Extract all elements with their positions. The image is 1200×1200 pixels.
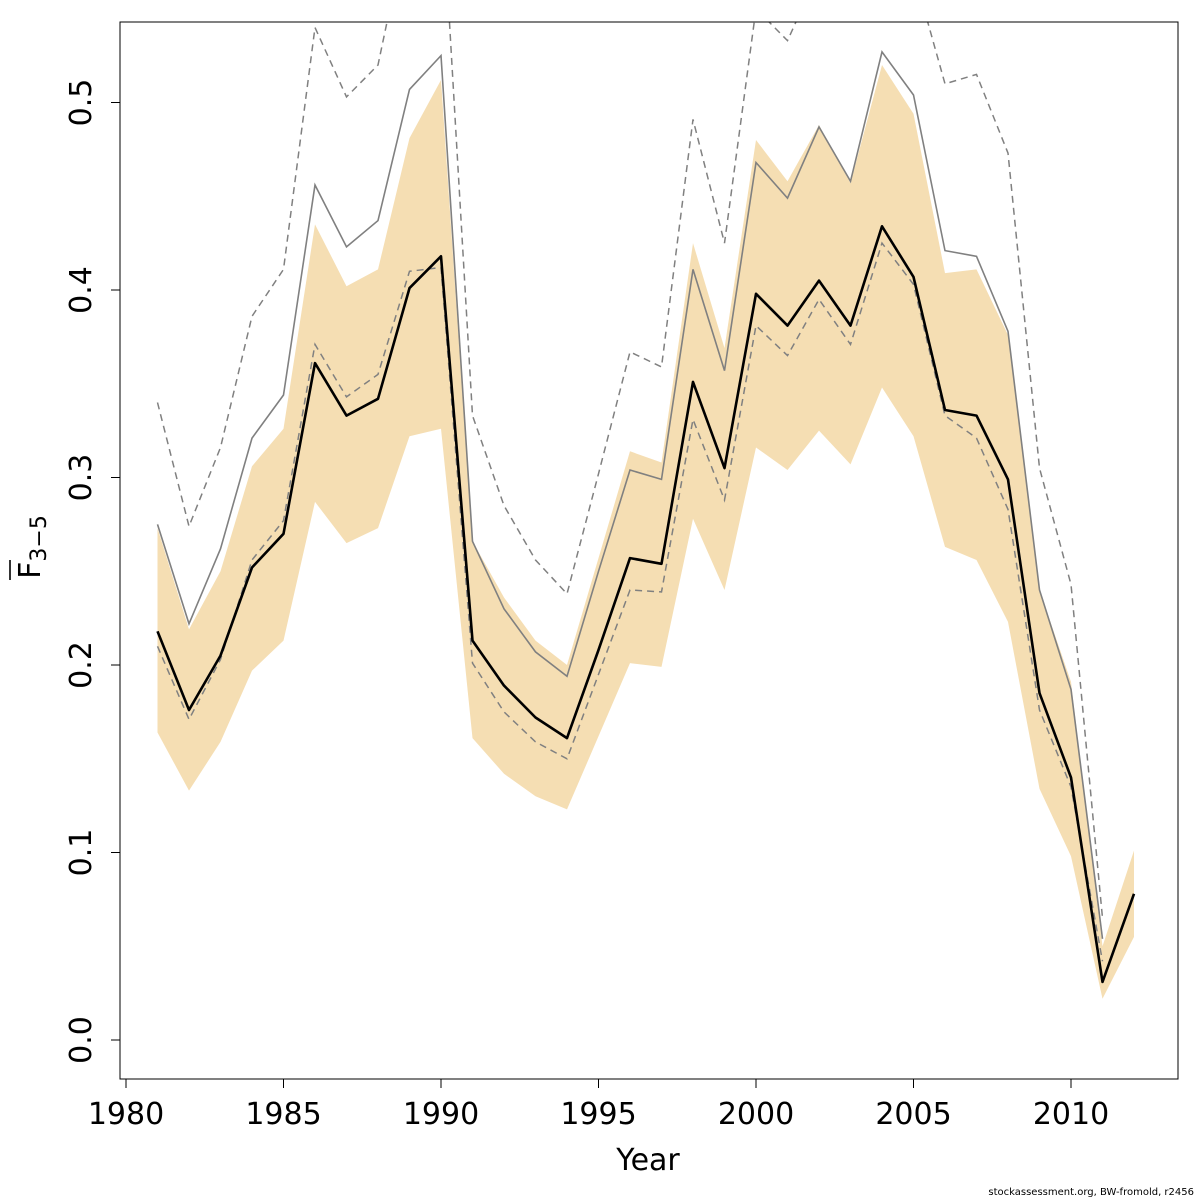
x-tick-label: 1990 — [403, 1097, 479, 1132]
y-tick-label: 0.0 — [64, 1016, 99, 1064]
y-tick-label: 0.3 — [64, 454, 99, 502]
y-axis-title-text: F3−5 — [13, 515, 52, 579]
y-tick-label: 0.4 — [64, 266, 99, 314]
x-tick-label: 1980 — [88, 1097, 164, 1132]
y-axis: 0.0 0.1 0.2 0.3 0.4 0.5 — [64, 79, 121, 1064]
retro-lower-line — [156, 241, 1104, 962]
confidence-band — [157, 65, 1134, 999]
footer-note: stockassessment.org, BW-fromold, r2456 — [988, 1187, 1194, 1198]
y-axis-title: F3−5 — [9, 515, 52, 580]
x-axis: 1980 1985 1990 1995 2000 2005 2010 — [88, 1078, 1109, 1132]
x-tick-label: 2005 — [875, 1097, 951, 1132]
x-axis-title: Year — [615, 1143, 680, 1178]
x-tick-label: 1995 — [560, 1097, 636, 1132]
y-tick-label: 0.1 — [64, 829, 99, 877]
y-tick-label: 0.5 — [64, 79, 99, 127]
x-tick-label: 2000 — [718, 1097, 794, 1132]
retro-point-line — [156, 50, 1104, 939]
plot-area — [156, 22, 1136, 999]
y-tick-label: 0.2 — [64, 641, 99, 689]
x-tick-label: 2010 — [1033, 1097, 1109, 1132]
estimate-line — [156, 225, 1136, 984]
x-tick-label: 1985 — [245, 1097, 321, 1132]
